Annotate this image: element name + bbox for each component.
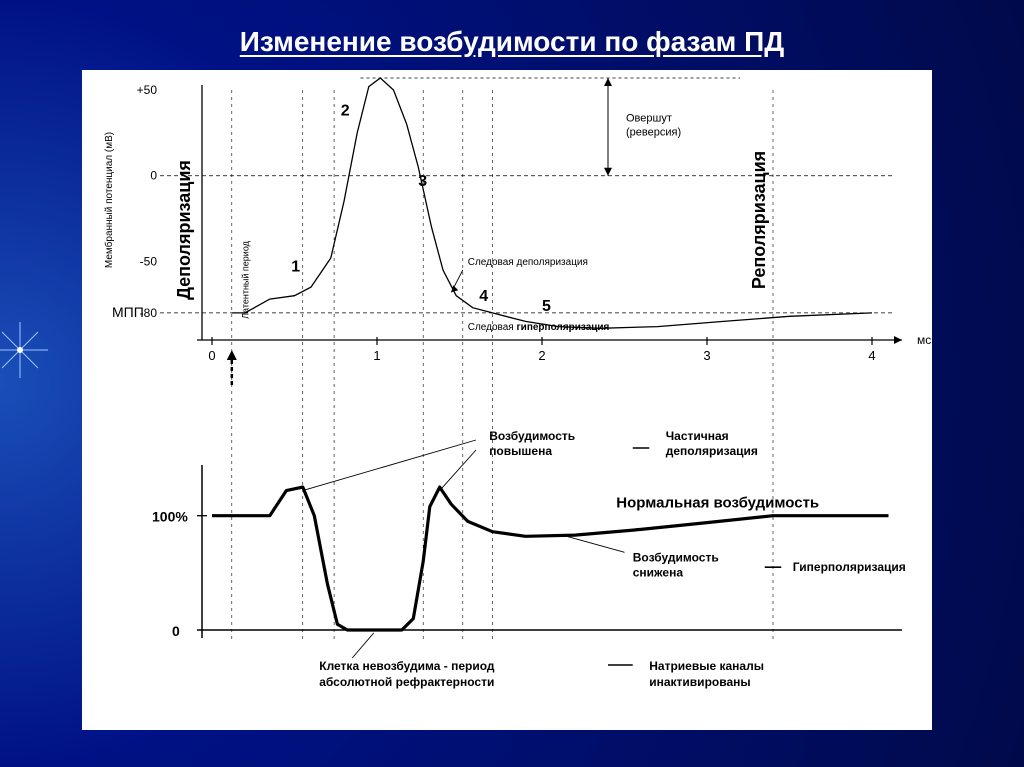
svg-text:1: 1	[291, 259, 300, 276]
svg-text:Частичная: Частичная	[666, 429, 729, 443]
svg-text:Натриевые каналы: Натриевые каналы	[649, 659, 764, 673]
svg-text:3: 3	[418, 173, 427, 190]
svg-text:деполяризация: деполяризация	[666, 444, 758, 458]
svg-text:Овершут: Овершут	[626, 112, 672, 124]
svg-text:Следовая гиперполяризация: Следовая гиперполяризация	[468, 322, 610, 333]
svg-text:МПП: МПП	[112, 304, 144, 320]
svg-text:(реверсия): (реверсия)	[626, 126, 681, 138]
svg-text:Деполяризация: Деполяризация	[174, 160, 194, 300]
svg-text:100%: 100%	[152, 509, 188, 525]
svg-text:Клетка невозбудима - период: Клетка невозбудима - период	[319, 659, 495, 673]
svg-text:4: 4	[479, 288, 488, 305]
svg-text:инактивированы: инактивированы	[649, 675, 750, 689]
svg-text:Реполяризация: Реполяризация	[749, 151, 769, 289]
diagram-svg: Мембранный потенциал (мВ)-80-500+50МПП01…	[82, 70, 932, 730]
svg-text:-50: -50	[140, 254, 158, 268]
svg-text:1: 1	[373, 348, 380, 363]
svg-text:0: 0	[208, 348, 215, 363]
svg-text:2: 2	[538, 348, 545, 363]
svg-text:повышена: повышена	[489, 444, 552, 458]
svg-text:Латентный период: Латентный период	[240, 240, 250, 319]
svg-text:+50: +50	[137, 83, 158, 97]
svg-text:0: 0	[172, 623, 180, 639]
svg-text:Нормальная возбудимость: Нормальная возбудимость	[616, 495, 819, 512]
svg-text:3: 3	[703, 348, 710, 363]
svg-text:снижена: снижена	[633, 565, 684, 579]
svg-text:Следовая деполяризация: Следовая деполяризация	[468, 257, 588, 268]
page-title: Изменение возбудимости по фазам ПД	[0, 26, 1024, 58]
chart-panel: Мембранный потенциал (мВ)-80-500+50МПП01…	[82, 70, 932, 730]
svg-text:4: 4	[868, 348, 875, 363]
svg-text:мс: мс	[917, 333, 931, 347]
svg-text:2: 2	[341, 103, 350, 120]
svg-text:Гиперполяризация: Гиперполяризация	[793, 560, 906, 574]
svg-text:Возбудимость: Возбудимость	[489, 429, 575, 443]
svg-text:абсолютной рефрактерности: абсолютной рефрактерности	[319, 675, 494, 689]
svg-text:Возбудимость: Возбудимость	[633, 550, 719, 564]
svg-text:0: 0	[150, 169, 157, 183]
svg-text:Мембранный потенциал (мВ): Мембранный потенциал (мВ)	[103, 132, 115, 268]
svg-text:5: 5	[542, 298, 551, 315]
decorative-starburst	[0, 320, 50, 380]
